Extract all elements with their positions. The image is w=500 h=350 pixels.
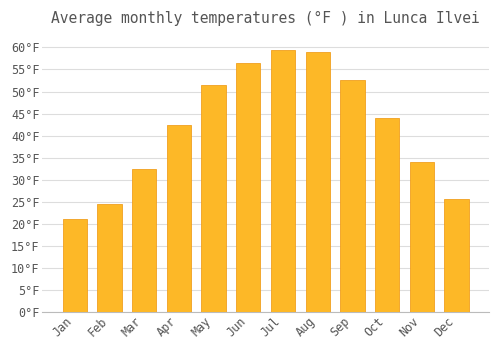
Bar	[202, 85, 226, 312]
Title: Average monthly temperatures (°F ) in Lunca Ilvei: Average monthly temperatures (°F ) in Lu…	[52, 11, 480, 26]
Bar	[444, 199, 468, 312]
Bar	[340, 80, 364, 312]
Bar	[410, 162, 434, 312]
Bar	[306, 52, 330, 312]
Bar	[98, 204, 122, 312]
Bar	[62, 219, 87, 312]
Bar	[132, 169, 156, 312]
Bar	[236, 63, 260, 312]
Bar	[271, 50, 295, 312]
Bar	[167, 125, 191, 312]
Bar	[375, 118, 399, 312]
